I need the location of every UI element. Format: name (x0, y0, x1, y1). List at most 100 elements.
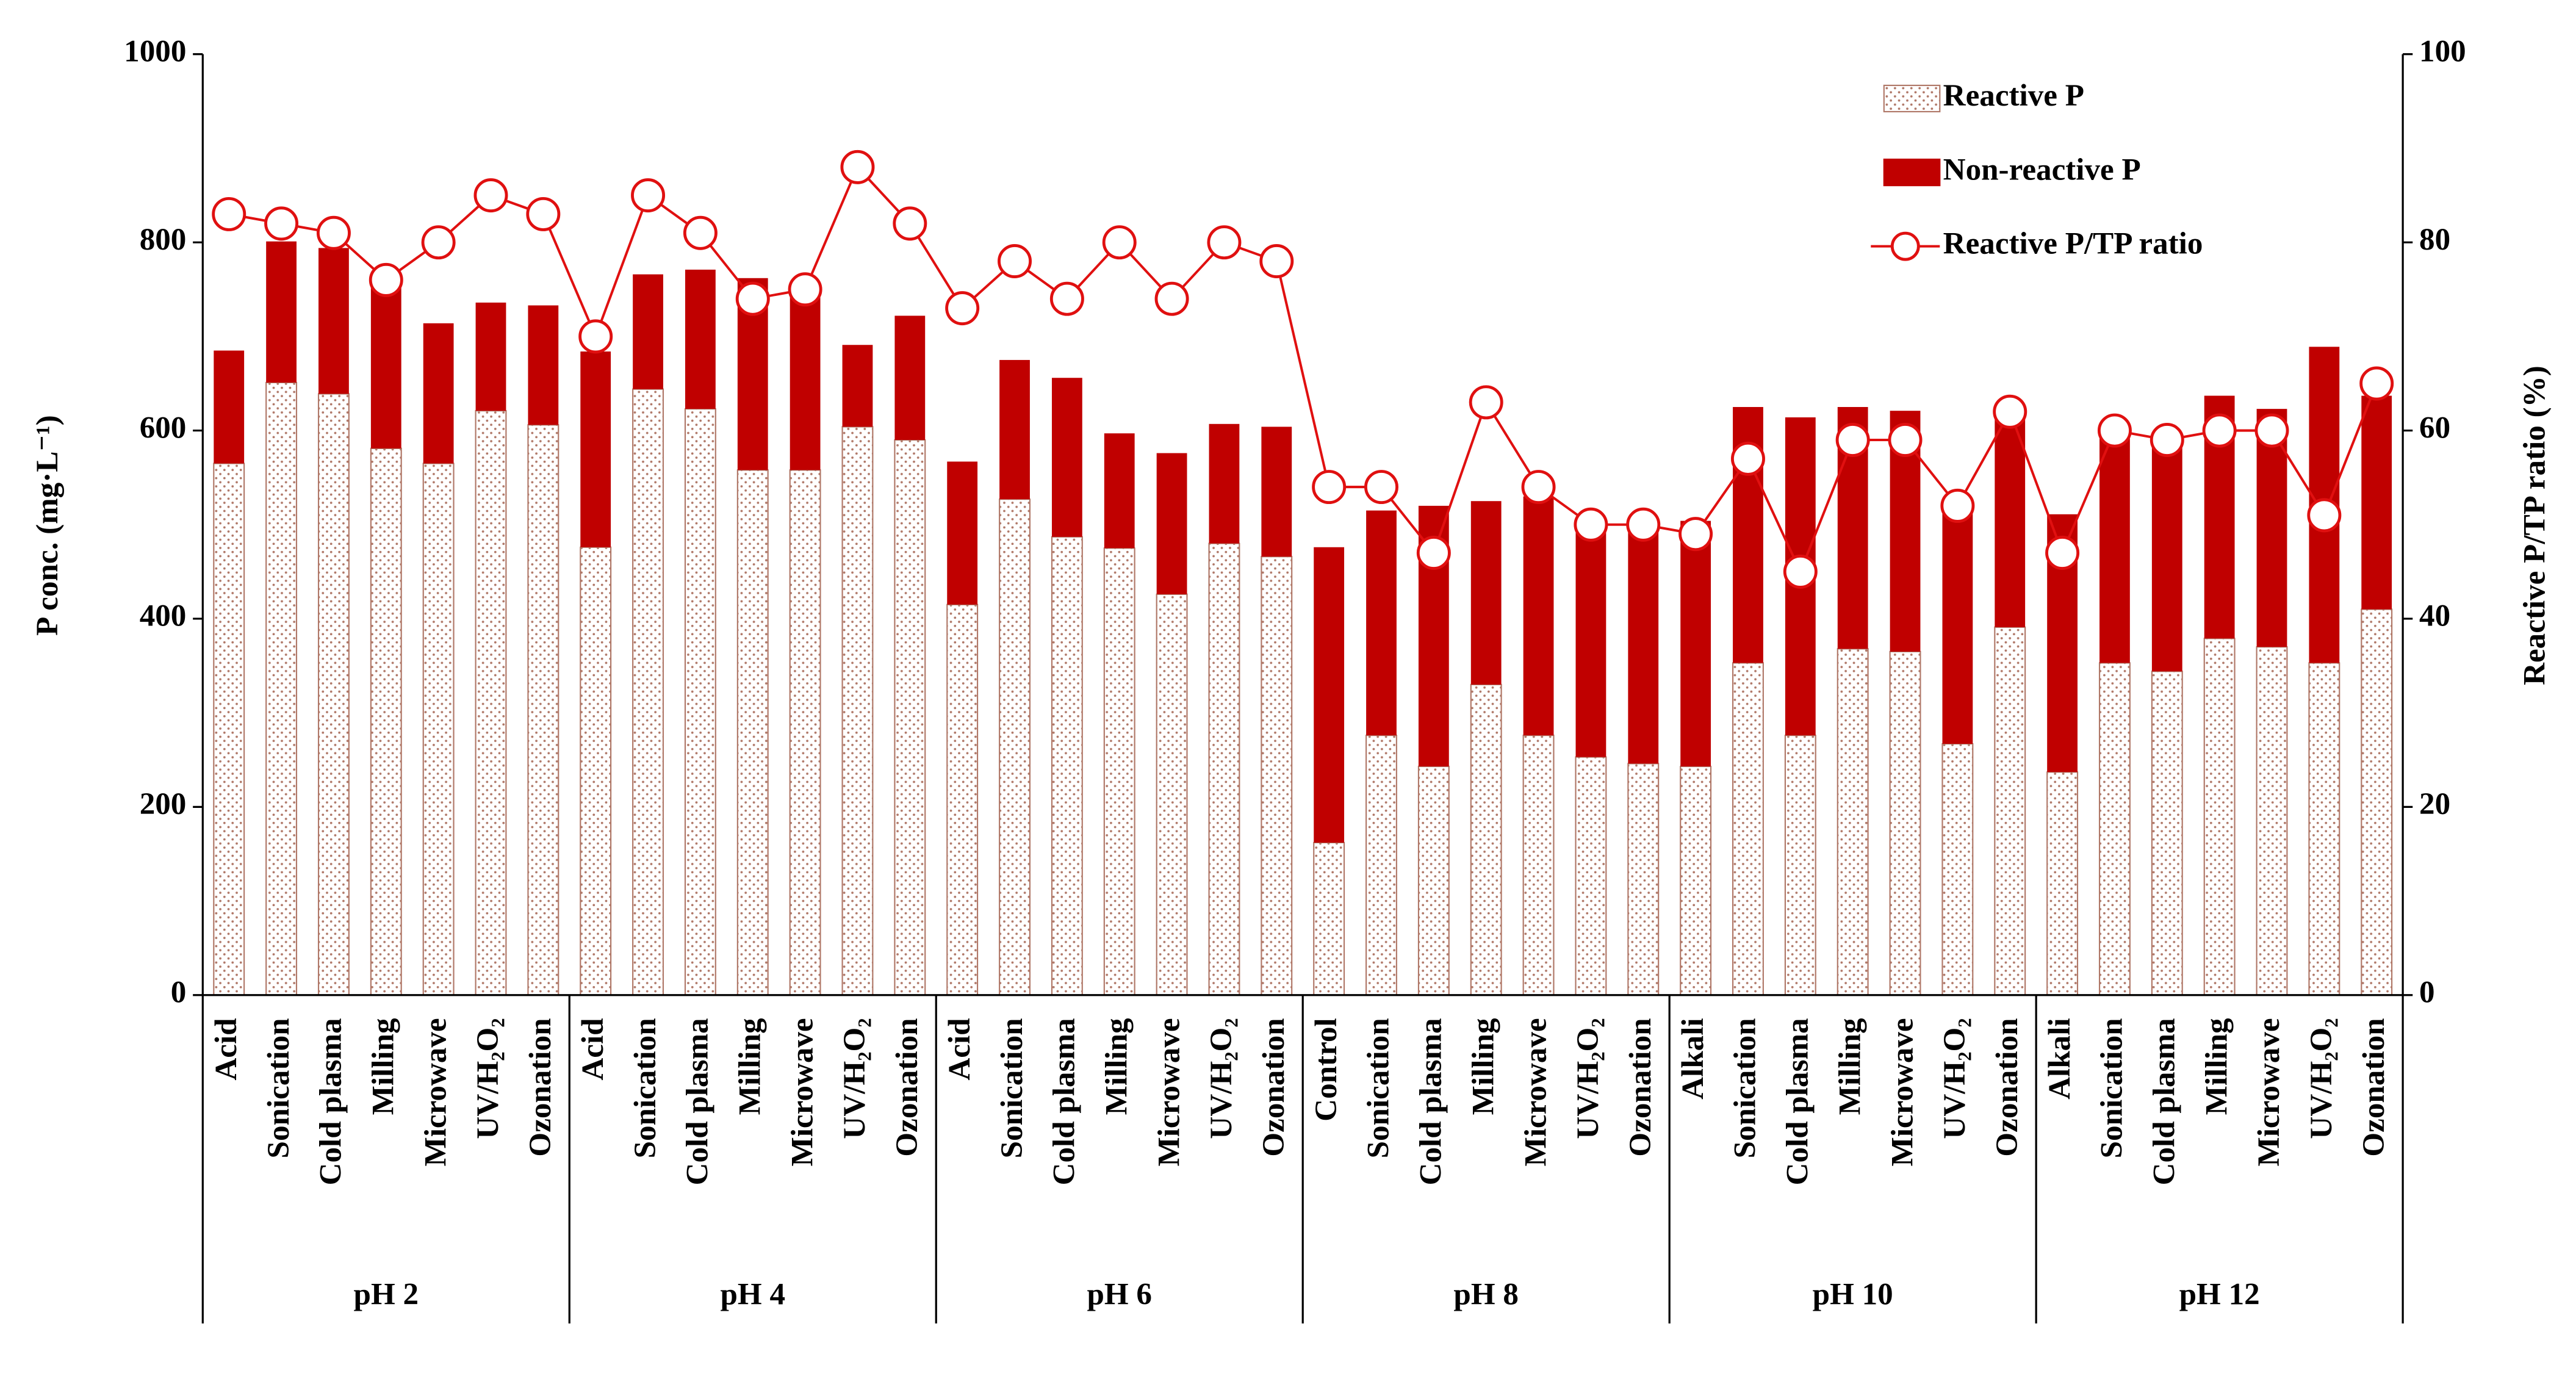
bar-segment (1313, 841, 1345, 996)
ratio-marker (578, 319, 613, 354)
ratio-marker (1940, 488, 1975, 523)
x-tick-label: Cold plasma (314, 1018, 348, 1185)
bar-segment (841, 426, 874, 996)
x-tick-label: Microwave (1518, 1018, 1553, 1166)
bar-segment (1732, 662, 1764, 996)
ratio-marker (1312, 470, 1347, 505)
bar-segment (265, 381, 298, 996)
bar-segment (894, 439, 926, 996)
x-tick-label: Microwave (1885, 1018, 1919, 1166)
group-label: pH 8 (1453, 1277, 1519, 1312)
x-tick-label: Milling (2199, 1018, 2234, 1115)
x-tick-label: Cold plasma (1780, 1018, 1815, 1185)
x-tick-label: Microwave (418, 1018, 453, 1166)
legend-label: Non-reactive P (1943, 152, 2141, 187)
bar-segment (1784, 735, 1816, 996)
ratio-marker (1678, 517, 1713, 552)
bar-segment (423, 323, 454, 464)
bar-segment (1314, 547, 1345, 843)
group-label: pH 6 (1087, 1277, 1152, 1312)
x-tick-label: Control (1309, 1018, 1344, 1121)
legend-marker (1890, 231, 1920, 261)
ratio-marker (212, 196, 246, 231)
y-tick-label: 1000 (124, 34, 186, 69)
bar-segment (1051, 536, 1083, 996)
y2-tick-label: 40 (2419, 599, 2450, 633)
bar-segment (2151, 671, 2183, 996)
x-tick-label: UV/H₂O₂ (1204, 1018, 1239, 1139)
bar-segment (580, 546, 612, 996)
bar-segment (1208, 542, 1240, 996)
legend-label: Reactive P/TP ratio (1943, 226, 2203, 261)
y2-axis-title: Reactive P/TP ratio (%) (2517, 366, 2552, 685)
ratio-marker (840, 149, 875, 184)
x-tick-label: Ozonation (2356, 1018, 2391, 1156)
bar-segment (1942, 505, 1973, 744)
x-tick-label: UV/H₂O₂ (2304, 1018, 2339, 1139)
ratio-marker (1730, 441, 1765, 476)
ratio-marker (1154, 281, 1189, 316)
y2-tick-label: 60 (2419, 410, 2450, 445)
bar-segment (633, 274, 663, 389)
ratio-marker (1574, 507, 1608, 542)
bar-segment (1575, 524, 1606, 757)
legend-swatch (1883, 84, 1941, 113)
bar-segment (2099, 434, 2130, 663)
bar-segment (528, 305, 559, 425)
y2-tick-label: 100 (2419, 34, 2466, 69)
bar-segment (1680, 765, 1712, 996)
ratio-marker (2097, 413, 2132, 448)
bar-segment (1470, 683, 1502, 996)
bar-segment (947, 461, 978, 605)
ratio-marker (2150, 422, 2184, 457)
x-tick-label: Acid (575, 1018, 610, 1080)
x-tick-label: Acid (209, 1018, 243, 1080)
x-tick-label: Microwave (785, 1018, 819, 1166)
ratio-marker (1626, 507, 1661, 542)
x-tick-label: Microwave (1151, 1018, 1186, 1166)
x-tick-label: Cold plasma (1047, 1018, 1082, 1185)
legend-label: Reactive P (1943, 78, 2084, 113)
ratio-marker (369, 262, 403, 297)
x-tick-label: Sonication (1728, 1018, 1763, 1158)
ratio-marker (1783, 554, 1818, 589)
ratio-marker (1888, 422, 1923, 457)
group-label: pH 10 (1813, 1277, 1893, 1312)
x-tick-label: Cold plasma (1414, 1018, 1448, 1185)
x-tick-label: Sonication (628, 1018, 663, 1158)
ratio-marker (1364, 470, 1398, 505)
x-tick-label: Cold plasma (680, 1018, 715, 1185)
x-tick-label: Sonication (1361, 1018, 1396, 1158)
bar-segment (1470, 501, 1502, 685)
bar-segment (2256, 646, 2288, 996)
ratio-marker (735, 281, 770, 316)
bar-segment (999, 359, 1030, 500)
bar-segment (1995, 418, 2026, 627)
ratio-marker (1993, 394, 2027, 429)
bar-segment (1628, 529, 1659, 764)
group-label: pH 2 (354, 1277, 419, 1312)
bar-segment (370, 447, 402, 996)
x-tick-label: Milling (366, 1018, 401, 1115)
bar-segment (318, 248, 349, 394)
bar-segment (1051, 378, 1082, 537)
bar-segment (1994, 626, 2026, 996)
x-tick-label: Sonication (995, 1018, 1029, 1158)
x-tick-label: Ozonation (523, 1018, 558, 1156)
bar-segment (2151, 444, 2182, 672)
bar-segment (1103, 547, 1135, 996)
bar-segment (475, 302, 506, 411)
bar-segment (684, 408, 716, 996)
ratio-marker (1207, 225, 1242, 260)
x-tick-label: Microwave (2251, 1018, 2286, 1166)
y2-tick-label: 80 (2419, 222, 2450, 257)
y-tick-label: 600 (140, 410, 187, 445)
ratio-marker (893, 206, 927, 241)
x-tick-label: UV/H₂O₂ (837, 1018, 872, 1139)
ratio-marker (2254, 413, 2289, 448)
group-label: pH 12 (2179, 1277, 2260, 1312)
x-tick-label: UV/H₂O₂ (1937, 1018, 1972, 1139)
bar-segment (1889, 650, 1921, 996)
y-tick-label: 0 (171, 974, 187, 1009)
x-tick-label: UV/H₂O₂ (470, 1018, 505, 1139)
